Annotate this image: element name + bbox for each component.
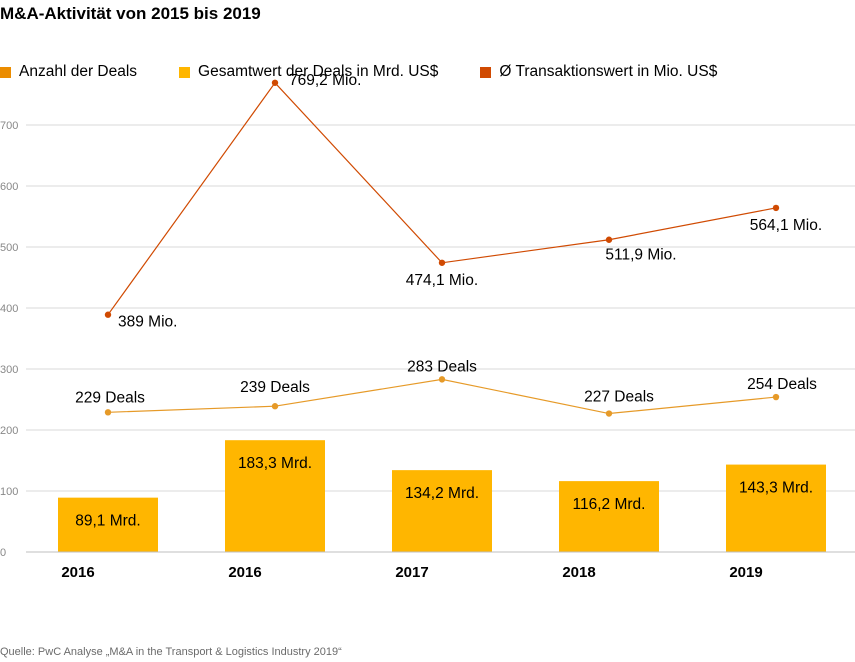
avg-transaction-value-point: [271, 79, 279, 86]
legend-item-deal-count: Anzahl der Deals: [0, 63, 137, 81]
bar: [559, 481, 659, 552]
avg-transaction-value-point: [104, 311, 112, 318]
y-tick-label: 300: [0, 364, 18, 376]
avg-transaction-value-data-label: 769,2 Mio.: [289, 72, 361, 89]
y-tick-label: 600: [0, 181, 18, 193]
legend-swatch-avg-transaction-value: [480, 66, 492, 78]
deal-count-point: [605, 410, 613, 417]
legend-item-total-value: Gesamtwert der Deals in Mrd. US$: [179, 63, 438, 81]
bar-data-label: 183,3 Mrd.: [238, 455, 312, 472]
deal-count-point: [438, 376, 446, 383]
x-tick-label: 2019: [729, 564, 762, 581]
deal-count-point: [271, 403, 279, 410]
deal-count-point: [772, 393, 780, 401]
x-tick-label: 2018: [562, 564, 595, 581]
legend: Anzahl der Deals Gesamtwert der Deals in…: [0, 63, 759, 81]
avg-transaction-value-point: [772, 204, 780, 212]
y-tick-label: 200: [0, 425, 18, 437]
y-tick-label: 0: [0, 547, 6, 559]
y-tick-label: 500: [0, 242, 18, 254]
avg-transaction-value-data-label: 511,9 Mio.: [605, 247, 676, 264]
legend-swatch-deal-count: [0, 66, 11, 78]
legend-swatch-total-value: [179, 66, 191, 78]
avg-transaction-value-data-label: 474,1 Mio.: [406, 272, 478, 289]
bar: [392, 470, 492, 552]
deal-count-data-label: 254 Deals: [747, 376, 817, 393]
bar: [58, 497, 158, 552]
avg-transaction-value-point: [438, 259, 446, 266]
bar-data-label: 143,3 Mrd.: [739, 480, 813, 497]
bar: [225, 440, 325, 552]
y-tick-label: 400: [0, 303, 18, 315]
x-tick-label: 2017: [395, 564, 428, 581]
x-tick-label: 2016: [228, 564, 261, 581]
deal-count-data-label: 239 Deals: [240, 379, 310, 396]
legend-item-avg-transaction-value: Ø Transaktionswert in Mio. US$: [480, 63, 717, 81]
chart-plot-area: 0 100 200 300 400 500 600 700 89,1 Mrd. 183,3 Mrd…: [0, 72, 855, 581]
deal-count-data-label: 229 Deals: [75, 389, 145, 406]
bar: [726, 464, 826, 552]
y-tick-label: 100: [0, 486, 18, 498]
legend-label-deal-count: Anzahl der Deals: [19, 63, 138, 80]
deal-count-point: [104, 409, 112, 416]
deal-count-data-label: 283 Deals: [407, 358, 477, 375]
legend-label-total-value: Gesamtwert der Deals in Mrd. US$: [198, 63, 439, 80]
avg-transaction-value-data-label: 389 Mio.: [118, 314, 177, 331]
chart-title: M&A-Aktivität von 2015 bis 2019: [0, 4, 261, 23]
deal-count-data-label: 227 Deals: [584, 389, 654, 406]
source-note: Quelle: PwC Analyse „M&A in the Transpor…: [0, 646, 342, 658]
avg-transaction-value-point: [605, 236, 613, 243]
bar-data-label: 134,2 Mrd.: [405, 485, 479, 502]
bar-data-label: 116,2 Mrd.: [573, 496, 646, 513]
legend-label-avg-transaction-value: Ø Transaktionswert in Mio. US$: [499, 63, 718, 80]
avg-transaction-value-data-label: 564,1 Mio.: [750, 217, 822, 234]
deal-count-line: [107, 378, 777, 415]
bar-data-label: 89,1 Mrd.: [75, 513, 140, 530]
x-tick-label: 2016: [61, 564, 94, 581]
y-tick-label: 700: [0, 120, 18, 132]
